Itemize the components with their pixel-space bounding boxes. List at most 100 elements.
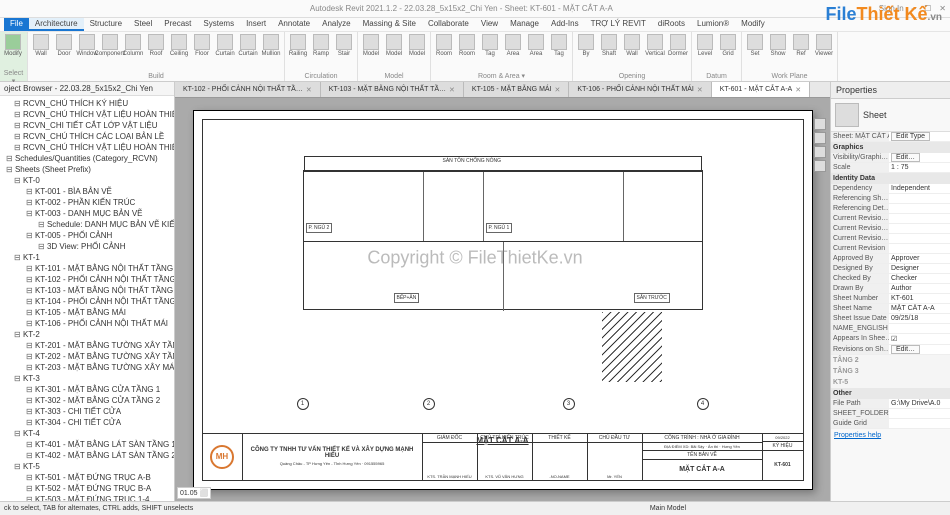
menu-architecture[interactable]: Architecture	[29, 18, 84, 31]
ribbon-ceiling[interactable]: Ceiling	[168, 33, 190, 69]
nav-home-icon[interactable]	[814, 118, 826, 130]
props-row[interactable]: Appears In Shee…☑	[831, 334, 950, 345]
tree-item[interactable]: RCVN_CHÚ THÍCH VẬT LIỆU HOÀN THIỆN	[2, 109, 172, 120]
nav-zoom-icon[interactable]	[814, 160, 826, 172]
tree-item[interactable]: KT-503 - MẶT ĐỨNG TRỤC 1-4	[2, 494, 172, 501]
ribbon-model-text[interactable]: Model	[360, 33, 382, 69]
modify-button[interactable]: Modify	[2, 33, 24, 69]
ribbon-by-face[interactable]: By	[575, 33, 597, 69]
props-category[interactable]: TÂNG 2	[831, 355, 950, 366]
tree-item[interactable]: Schedule: DANH MỤC BẢN VẼ KIẾN TRÚC	[2, 219, 172, 230]
properties-help-link[interactable]: Properties help	[831, 429, 950, 442]
menu-steel[interactable]: Steel	[128, 18, 158, 31]
tree-item[interactable]: KT-301 - MẶT BẰNG CỬA TẦNG 1	[2, 384, 172, 395]
props-row[interactable]: Visibility/Graphi…Edit…	[831, 153, 950, 163]
tree-item[interactable]: KT-502 - MẶT ĐỨNG TRỤC B-A	[2, 483, 172, 494]
tree-item[interactable]: KT-303 - CHI TIẾT CỬA	[2, 406, 172, 417]
props-row[interactable]: Sheet NameMẶT CẮT A-A	[831, 304, 950, 314]
tree-item[interactable]: KT-501 - MẶT ĐỨNG TRỤC A-B	[2, 472, 172, 483]
menu-insert[interactable]: Insert	[240, 18, 272, 31]
menu-diroots[interactable]: diRoots	[652, 18, 691, 31]
props-row[interactable]: Scale1 : 75	[831, 163, 950, 173]
ribbon-level[interactable]: Level	[694, 33, 716, 69]
tree-item[interactable]: KT-101 - MẶT BẰNG NỘI THẤT TẦNG 1	[2, 263, 172, 274]
tree-item[interactable]: RCVN_CHI TIẾT CẮT LỚP VẬT LIỆU	[2, 120, 172, 131]
ribbon-room[interactable]: Room	[433, 33, 455, 69]
props-row[interactable]: File PathG:\My Drive\A.0	[831, 399, 950, 409]
tree-item[interactable]: KT-105 - MẶT BẰNG MÁI	[2, 307, 172, 318]
ribbon-grid[interactable]: Grid	[717, 33, 739, 69]
tree-item[interactable]: KT-202 - MẶT BẰNG TƯỜNG XÂY TẦNG 2	[2, 351, 172, 362]
view-tab[interactable]: KT-105 - MẶT BẰNG MÁI✕	[464, 82, 570, 97]
menu-collaborate[interactable]: Collaborate	[422, 18, 475, 31]
menu-systems[interactable]: Systems	[197, 18, 240, 31]
view-tab[interactable]: KT-102 - PHỐI CẢNH NỘI THẤT TẦ…✕	[175, 82, 321, 97]
tree-item[interactable]: KT-304 - CHI TIẾT CỬA	[2, 417, 172, 428]
tree-item[interactable]: KT-002 - PHẦN KIẾN TRÚC	[2, 197, 172, 208]
properties-palette[interactable]: Properties Sheet Sheet: MẶT CẮT A-A Edit…	[830, 82, 950, 501]
ribbon-model-group[interactable]: Model	[406, 33, 428, 69]
tree-item[interactable]: RCVN_CHÚ THÍCH KÝ HIỆU	[2, 98, 172, 109]
props-row[interactable]: Checked ByChecker	[831, 274, 950, 284]
tree-item[interactable]: KT-1	[2, 252, 172, 263]
ribbon-show[interactable]: Show	[767, 33, 789, 69]
ribbon-roof[interactable]: Roof	[145, 33, 167, 69]
tree-item[interactable]: KT-102 - PHỐI CẢNH NỘI THẤT TẦNG 1	[2, 274, 172, 285]
props-row[interactable]: Guide Grid	[831, 419, 950, 429]
props-category[interactable]: KT-5	[831, 377, 950, 388]
tree-item[interactable]: KT-001 - BÌA BẢN VẼ	[2, 186, 172, 197]
tree-item[interactable]: RCVN_CHÚ THÍCH VẬT LIỆU HOÀN THIỆN 2	[2, 142, 172, 153]
props-row[interactable]: Designed ByDesigner	[831, 264, 950, 274]
ribbon-set[interactable]: Set	[744, 33, 766, 69]
ribbon-dormer[interactable]: Dormer	[667, 33, 689, 69]
menu-massingsite[interactable]: Massing & Site	[357, 18, 422, 31]
tree-item[interactable]: KT-106 - PHỐI CẢNH NỘI THẤT MÁI	[2, 318, 172, 329]
ribbon-model-line[interactable]: Model	[383, 33, 405, 69]
ribbon-wall[interactable]: Wall	[621, 33, 643, 69]
props-row[interactable]: Sheet Issue Date09/25/18	[831, 314, 950, 324]
ribbon-curtain-grid[interactable]: Curtain	[237, 33, 259, 69]
nav-wheel-icon[interactable]	[814, 132, 826, 144]
ribbon-area[interactable]: Area	[502, 33, 524, 69]
props-row[interactable]: Referencing Det…	[831, 204, 950, 214]
tree-item[interactable]: KT-003 - DANH MỤC BẢN VẼ	[2, 208, 172, 219]
tree-item[interactable]: KT-4	[2, 428, 172, 439]
tree-item[interactable]: KT-2	[2, 329, 172, 340]
tab-close-icon[interactable]: ✕	[697, 86, 703, 94]
tree-item[interactable]: KT-402 - MẶT BẰNG LÁT SÀN TẦNG 2	[2, 450, 172, 461]
ribbon-viewer[interactable]: Viewer	[813, 33, 835, 69]
type-selector[interactable]: Sheet	[863, 110, 887, 120]
props-row[interactable]: Current Revisio…	[831, 224, 950, 234]
edit-type-button[interactable]: Edit Type	[891, 132, 930, 141]
props-category[interactable]: TÂNG 3	[831, 366, 950, 377]
menu-lumion[interactable]: Lumion®	[691, 18, 735, 31]
project-browser[interactable]: oject Browser - 22.03.28_5x15x2_Chi Yen …	[0, 82, 175, 501]
tree-item[interactable]: KT-3	[2, 373, 172, 384]
view-control-bar[interactable]: 01.05 ⬜	[177, 487, 211, 499]
menu-analyze[interactable]: Analyze	[316, 18, 356, 31]
view-tab[interactable]: KT-103 - MẶT BẰNG NỘI THẤT TẦ…✕	[321, 82, 464, 97]
menu-modify[interactable]: Modify	[735, 18, 771, 31]
tree-item[interactable]: KT-005 - PHỐI CẢNH	[2, 230, 172, 241]
props-row[interactable]: Sheet NumberKT-601	[831, 294, 950, 304]
props-row[interactable]: Current Revisio…	[831, 214, 950, 224]
menu-view[interactable]: View	[475, 18, 504, 31]
tree-item[interactable]: KT-201 - MẶT BẰNG TƯỜNG XÂY TẦNG 1	[2, 340, 172, 351]
tree-item[interactable]: Schedules/Quantities (Category_RCVN)	[2, 153, 172, 164]
sheet[interactable]: SÀN TÔN CHỐNG NÓNG P. NGỦ 2 P. NGỦ 1 BẾP…	[193, 110, 813, 490]
tree-item[interactable]: KT-103 - MẶT BẰNG NỘI THẤT TẦNG 2	[2, 285, 172, 296]
ribbon-stair[interactable]: Stair	[333, 33, 355, 69]
props-row[interactable]: Current Revisio…	[831, 234, 950, 244]
props-category[interactable]: Other	[831, 388, 950, 399]
ribbon-vertical[interactable]: Vertical	[644, 33, 666, 69]
ribbon-shaft[interactable]: Shaft	[598, 33, 620, 69]
props-row[interactable]: NAME_ENGLISH	[831, 324, 950, 334]
tree-item[interactable]: RCVN_CHÚ THÍCH CÁC LOẠI BẢN LỀ	[2, 131, 172, 142]
props-row[interactable]: Current Revision	[831, 244, 950, 254]
view-tab[interactable]: KT-601 - MẶT CẮT A-A✕	[712, 82, 810, 97]
nav-pan-icon[interactable]	[814, 146, 826, 158]
props-row[interactable]: Revisions on Sh…Edit…	[831, 345, 950, 355]
ribbon-floor[interactable]: Floor	[191, 33, 213, 69]
tree-item[interactable]: KT-104 - PHỐI CẢNH NỘI THẤT TẦNG 2	[2, 296, 172, 307]
menu-file[interactable]: File	[4, 18, 29, 31]
